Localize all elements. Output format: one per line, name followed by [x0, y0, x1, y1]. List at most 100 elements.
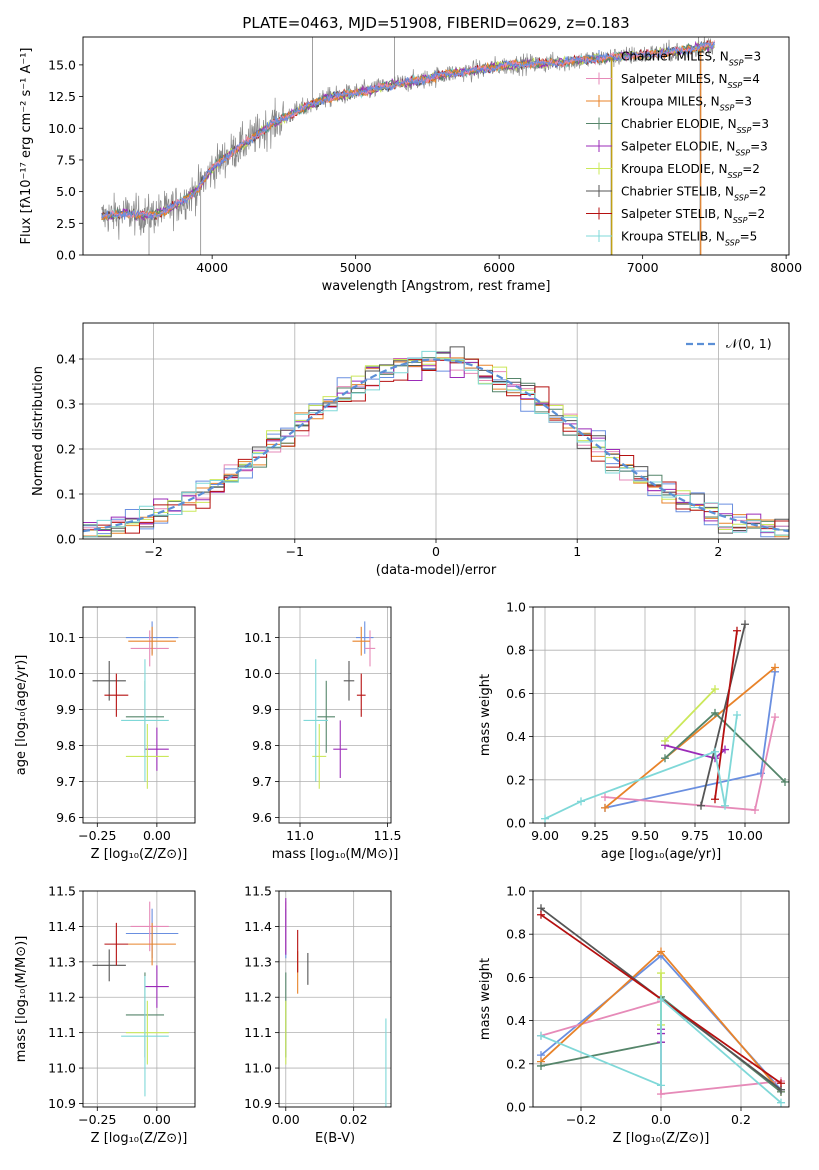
- mass-vs-Z-xtick-label-1: 0.00: [143, 1112, 171, 1127]
- legend-label-sub-7: SSP: [733, 216, 748, 225]
- mass-vs-Z-ytick-label-4: 11.3: [48, 954, 76, 969]
- mass-weight-vs-age-frame: [532, 606, 790, 824]
- weight-marker-8-1: [577, 797, 585, 806]
- normal-curve: [83, 358, 789, 533]
- legend-label-4: Salpeter ELODIE, NSSP=3: [621, 140, 768, 158]
- age-vs-Z-ytick-label-2: 9.8: [56, 738, 76, 753]
- residuals-xtick-label-4: 2: [714, 544, 722, 559]
- age-vs-Z-xtick-label-1: 0.00: [143, 828, 171, 843]
- mass-weight-vs-age-ytick-label-4: 0.8: [506, 643, 526, 658]
- age-vs-mass-xtick-label-1: 11.5: [374, 828, 402, 843]
- weight-marker-7-0: [711, 795, 719, 804]
- spectrum-xlabel: wavelength [Angstrom, rest frame]: [322, 279, 551, 294]
- mass-weight-vs-Z-ytick-label-0: 0.0: [506, 1100, 526, 1115]
- legend-label-n-0: =3: [743, 50, 761, 64]
- weight-marker-8-4: [733, 711, 741, 719]
- legend-label-3: Chabrier ELODIE, NSSP=3: [621, 117, 769, 135]
- spectrum-ytick-label-4: 10.0: [48, 121, 76, 136]
- mass-vs-Z-frame: [82, 890, 196, 1108]
- mass-vs-Z-ytick-label-3: 11.2: [48, 990, 76, 1005]
- mass-weight-vs-age-ytick-label-2: 0.4: [506, 729, 526, 744]
- mass-weight-vs-Z-frame: [532, 890, 790, 1108]
- age-vs-mass-xlabel: mass [log₁₀(M/M⊙)]: [272, 847, 399, 862]
- mass-weight-vs-Z-ytick-label-3: 0.6: [506, 970, 526, 985]
- residuals-xlabel: (data-model)/error: [376, 563, 497, 578]
- legend-label-main-8: Kroupa STELIB, N: [621, 230, 725, 244]
- mass-weight-vs-Z-ytick-label-1: 0.2: [506, 1056, 526, 1071]
- mass-vs-ebv-xtick-label-1: 0.02: [340, 1112, 368, 1127]
- weight-marker-7-1: [777, 1079, 785, 1088]
- age-vs-Z-frame: [82, 606, 196, 824]
- mass-vs-ebv-grid: [279, 890, 391, 1107]
- legend-label-n-4: =3: [750, 140, 768, 154]
- residuals-xtick-label-1: −1: [286, 544, 304, 559]
- spectrum-ytick-label-1: 2.5: [56, 216, 76, 231]
- mass-vs-Z-ytick-label-2: 11.1: [48, 1025, 76, 1040]
- spectrum-plot-area: [101, 37, 715, 255]
- weight-marker-8-0: [541, 814, 549, 823]
- spectrum-ytick-label-2: 5.0: [56, 184, 76, 199]
- age-vs-Z-ylabel: age [log₁₀(age/yr)]: [14, 655, 29, 776]
- mass-weight-vs-age-xtick-label-2: 9.50: [631, 828, 659, 843]
- mass-vs-ebv-ytick-label-3: 11.2: [244, 990, 272, 1005]
- legend-label-n-6: =2: [749, 185, 767, 199]
- legend-label-2: Kroupa MILES, NSSP=3: [621, 95, 752, 113]
- weight-line-salpeter-miles: [604, 717, 776, 811]
- mass-weight-vs-age-xtick-label-4: 10.00: [727, 828, 763, 843]
- mass-vs-Z-ytick-label-6: 11.5: [48, 884, 76, 899]
- weight-marker-2-1: [657, 947, 665, 956]
- age-vs-Z-ytick-label-3: 9.9: [56, 702, 76, 717]
- mass-vs-ebv-ytick-label-1: 11.0: [244, 1061, 272, 1076]
- mass-vs-Z-ytick-label-0: 10.9: [48, 1096, 76, 1111]
- mass-weight-vs-Z-xtick-label-1: 0.0: [651, 1112, 671, 1127]
- age-vs-Z-grid: [83, 607, 195, 823]
- weight-marker-3-1: [711, 708, 719, 717]
- weight-marker-2-0: [601, 803, 609, 812]
- legend-label-n-3: =3: [751, 117, 769, 131]
- mass-vs-Z-ytick-label-1: 11.0: [48, 1061, 76, 1076]
- spectrum-ytick-label-5: 12.5: [48, 89, 76, 104]
- mass-weight-vs-Z-xtick-label-0: −0.2: [566, 1112, 596, 1127]
- spectrum-axes: 4000 5000 6000 7000 8000 0.0 2.5 5.0 7.5 10.0 12.5…: [19, 36, 802, 294]
- weight-marker-1-0: [601, 793, 609, 802]
- mass-weight-vs-age-ytick-label-5: 1.0: [506, 600, 526, 615]
- legend-label-sub-8: SSP: [725, 238, 740, 247]
- mass-vs-Z-xtick-label-0: −0.25: [78, 1112, 116, 1127]
- spectrum-model-line-chabrier-miles: [101, 41, 715, 220]
- mass-vs-ebv-xtick-label-0: 0.00: [272, 1112, 300, 1127]
- mass-weight-vs-Z-xlabel: Z [log₁₀(Z/Z⊙)]: [613, 1131, 710, 1146]
- spectrum-xtick-label-2: 6000: [483, 260, 515, 275]
- legend-label-main-0: Chabrier MILES, N: [621, 50, 729, 64]
- legend-label-sub-6: SSP: [734, 193, 749, 202]
- weight-line-kroupa-elodie: [664, 688, 716, 742]
- residuals-plot-area: [83, 346, 789, 538]
- age-vs-Z-xtick-label-0: −0.25: [78, 828, 116, 843]
- legend-label-main-3: Chabrier ELODIE, N: [621, 117, 737, 131]
- weight-marker-6-1: [741, 620, 749, 629]
- age-vs-mass-axes: 11.0 11.5 9.6 9.7 9.8 9.9 10.0 10.1 mass [log₁₀(…: [244, 606, 402, 862]
- weight-marker-8-3: [777, 1098, 785, 1107]
- mass-weight-vs-age-plot-area: [541, 620, 789, 823]
- mass-weight-vs-Z-plot-area: [537, 904, 785, 1107]
- age-vs-Z-ytick-label-4: 10.0: [48, 666, 76, 681]
- mass-vs-ebv-plot-area: [285, 898, 387, 1107]
- weight-marker-2-1: [771, 663, 779, 672]
- mass-weight-vs-Z-xtick-label-2: 0.2: [731, 1112, 751, 1127]
- weight-line-kroupa-stelib: [540, 997, 782, 1104]
- legend-label-n-5: =2: [742, 162, 760, 176]
- mass-weight-vs-age-axes: 9.00 9.25 9.50 9.75 10.00 0.0 0.2 0.4 0.6 0.8 1.0 a…: [478, 600, 790, 862]
- weight-marker-8-2: [711, 747, 719, 756]
- age-vs-mass-ytick-label-0: 9.6: [252, 810, 272, 825]
- legend-label-main-7: Salpeter STELIB, N: [621, 207, 733, 221]
- mass-weight-vs-Z-ytick-label-4: 0.8: [506, 927, 526, 942]
- age-vs-mass-grid: [279, 607, 391, 823]
- age-vs-mass-plot-area: [303, 621, 376, 789]
- legend-label-sub-5: SSP: [728, 171, 743, 180]
- weight-line-kroupa-stelib: [544, 714, 738, 820]
- residuals-xtick-label-0: −2: [144, 544, 162, 559]
- legend-label-sub-1: SSP: [728, 81, 743, 90]
- age-vs-mass-ytick-label-3: 9.9: [252, 702, 272, 717]
- age-vs-Z-ytick-label-1: 9.7: [56, 774, 76, 789]
- mass-vs-ebv-axes: 0.00 0.02 10.9 11.0 11.1 11.2 11.3 11.4 11.5 E(B-…: [244, 884, 392, 1146]
- age-vs-Z-ytick-label-0: 9.6: [56, 810, 76, 825]
